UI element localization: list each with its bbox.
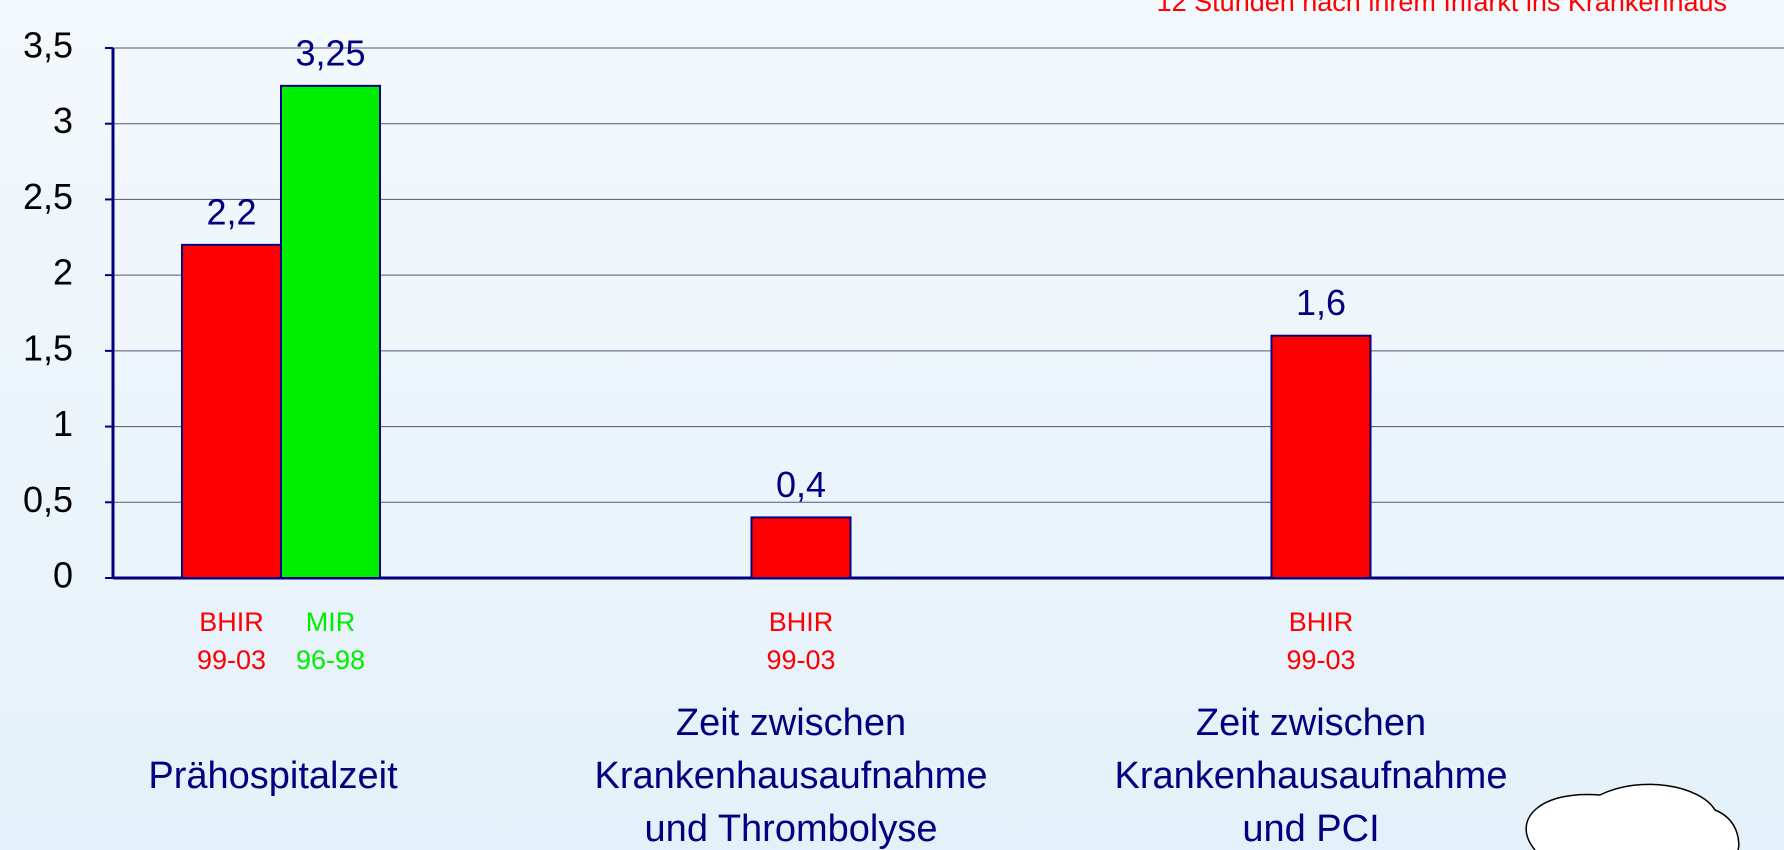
series-label: MIR [306, 607, 356, 637]
bar [1270, 334, 1372, 580]
bar [181, 243, 282, 579]
y-tick-label: 2,5 [23, 176, 73, 217]
value-label: 3,25 [295, 32, 365, 73]
category-label: und Thrombolyse [645, 808, 938, 850]
y-tick-label: 3,5 [23, 25, 73, 66]
y-tick-label: 0,5 [23, 479, 73, 520]
bar [280, 84, 381, 579]
y-tick-label: 1 [53, 403, 73, 444]
value-label: 2,2 [206, 191, 256, 232]
cloud-shape [1525, 783, 1740, 850]
series-label: 96-98 [296, 645, 365, 675]
series-label: BHIR [199, 607, 264, 637]
bar [750, 516, 852, 580]
category-label: und PCI [1242, 808, 1379, 850]
annotation: 12 Stunden nach ihrem Infarkt ins Kranke… [1157, 0, 1727, 17]
value-label: 0,4 [776, 464, 826, 505]
y-tick-label: 1,5 [23, 327, 73, 368]
category-label: Zeit zwischen [1196, 702, 1426, 744]
series-label: 99-03 [1286, 645, 1355, 675]
value-label: 1,6 [1296, 282, 1346, 323]
y-tick-label: 2 [53, 252, 73, 293]
category-label: Krankenhausaufnahme [1115, 755, 1508, 797]
y-tick-label: 3 [53, 100, 73, 141]
series-label: 99-03 [766, 645, 835, 675]
category-label: Zeit zwischen [676, 702, 906, 744]
category-label: Prähospitalzeit [148, 755, 398, 797]
series-label: BHIR [769, 607, 834, 637]
y-tick-label: 0 [53, 555, 73, 596]
series-label: 99-03 [197, 645, 266, 675]
series-label: BHIR [1289, 607, 1354, 637]
category-label: Krankenhausaufnahme [595, 755, 988, 797]
